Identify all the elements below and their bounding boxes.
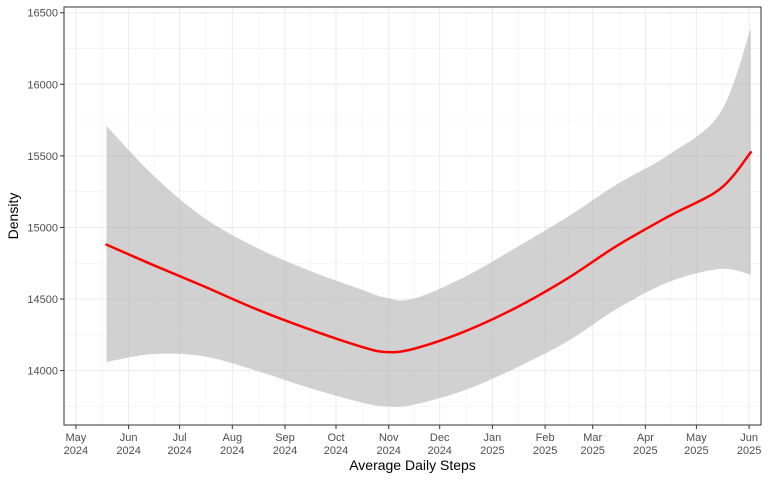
y-tick-label: 15500 bbox=[27, 151, 58, 163]
x-tick-label-month: Jun bbox=[120, 432, 138, 444]
x-tick-label-month: Jun bbox=[740, 432, 758, 444]
x-tick-label-year: 2024 bbox=[116, 445, 140, 457]
x-tick-label-year: 2025 bbox=[580, 445, 604, 457]
x-tick-label-month: Aug bbox=[223, 432, 243, 444]
x-tick-label-month: Sep bbox=[275, 432, 295, 444]
trend-line bbox=[105, 151, 753, 354]
x-tick-label-month: Oct bbox=[327, 432, 344, 444]
x-tick-label-year: 2024 bbox=[64, 445, 88, 457]
x-tick-label-year: 2024 bbox=[273, 445, 297, 457]
x-tick-label-month: Feb bbox=[536, 432, 555, 444]
y-tick-label: 14000 bbox=[27, 366, 58, 378]
y-axis-title: Density bbox=[5, 193, 21, 240]
x-tick-label-year: 2025 bbox=[633, 445, 657, 457]
x-axis: May2024Jun2024Jul2024Aug2024Sep2024Oct20… bbox=[64, 425, 761, 457]
x-tick-label-month: Apr bbox=[637, 432, 654, 444]
panel-border bbox=[63, 6, 762, 426]
y-tick-label: 14500 bbox=[27, 294, 58, 306]
y-tick-label: 16000 bbox=[27, 79, 58, 91]
x-tick-label-month: Mar bbox=[583, 432, 602, 444]
x-tick-label-year: 2025 bbox=[684, 445, 708, 457]
x-tick-label-year: 2024 bbox=[167, 445, 191, 457]
y-axis: 14000 14500 15000 15500 16000 16500 bbox=[27, 8, 64, 378]
x-tick-label-month: May bbox=[66, 432, 87, 444]
x-tick-label-year: 2024 bbox=[220, 445, 244, 457]
x-tick-label-year: 2025 bbox=[533, 445, 557, 457]
x-tick-label-month: Jul bbox=[173, 432, 187, 444]
x-tick-label-year: 2024 bbox=[427, 445, 451, 457]
x-tick-label-month: Dec bbox=[430, 432, 450, 444]
x-tick-label-year: 2024 bbox=[324, 445, 348, 457]
y-tick-label: 15000 bbox=[27, 222, 58, 234]
y-tick-label: 16500 bbox=[27, 8, 58, 20]
x-tick-label-year: 2024 bbox=[376, 445, 400, 457]
x-tick-label-year: 2025 bbox=[737, 445, 761, 457]
x-axis-title: Average Daily Steps bbox=[349, 457, 476, 473]
x-tick-label-month: Nov bbox=[379, 432, 399, 444]
confidence-band bbox=[106, 28, 751, 407]
x-tick-label-month: May bbox=[686, 432, 707, 444]
x-tick-label-year: 2025 bbox=[480, 445, 504, 457]
x-tick-label-month: Jan bbox=[484, 432, 502, 444]
